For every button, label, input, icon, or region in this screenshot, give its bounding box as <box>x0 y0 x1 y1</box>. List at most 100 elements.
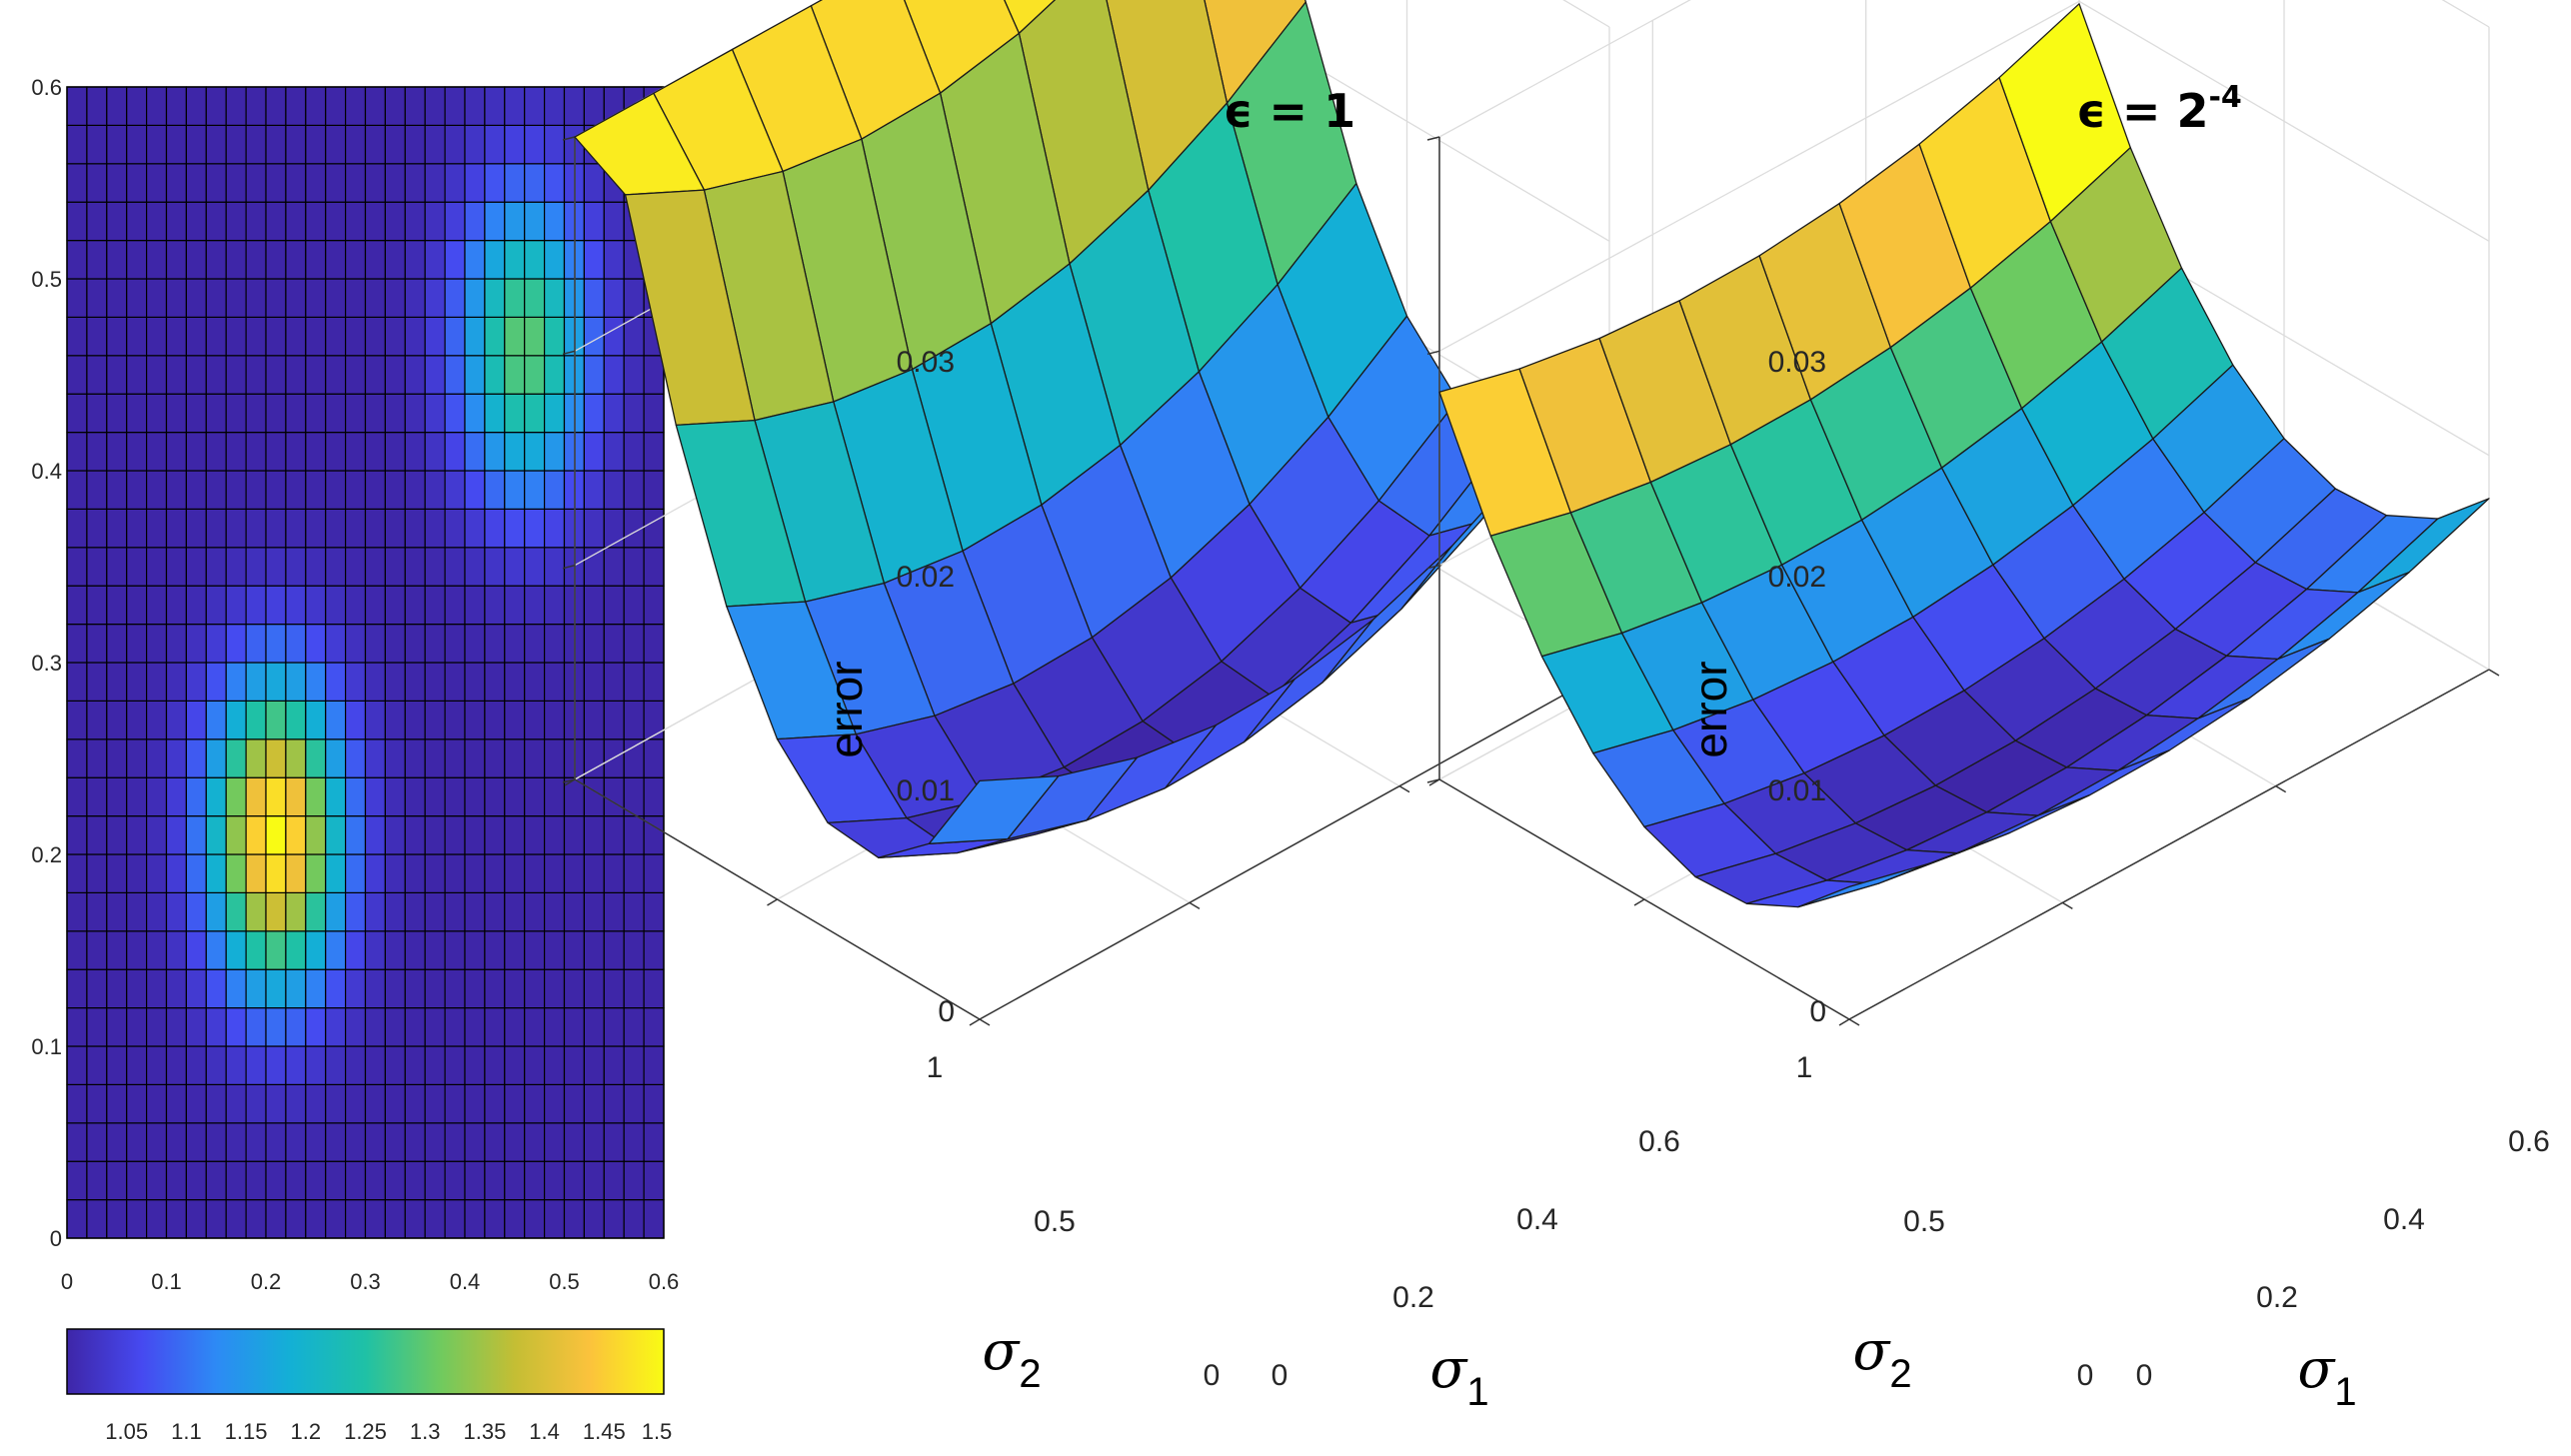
x-axis-line <box>1848 669 2490 1020</box>
heatmap-cell <box>484 393 506 434</box>
heatmap-cell <box>225 891 247 932</box>
heatmap-cell <box>384 86 406 127</box>
heatmap-cell <box>603 1160 625 1201</box>
heatmap-cell <box>305 814 327 855</box>
heatmap-cell <box>504 930 526 970</box>
heatmap-cell <box>205 240 227 280</box>
surface-patch <box>1004 0 1057 35</box>
heatmap-cell <box>285 201 307 242</box>
heatmap-cell <box>165 585 187 626</box>
heatmap-cell <box>504 1122 526 1162</box>
heatmap-cell <box>444 1160 466 1201</box>
colorbar <box>66 1328 665 1395</box>
heatmap-cell <box>345 1006 367 1047</box>
heatmap-cell <box>484 355 506 395</box>
heatmap-cell <box>86 700 108 740</box>
heatmap-cell <box>86 585 108 626</box>
heatmap-cell <box>603 738 625 778</box>
heatmap-cell <box>106 432 128 472</box>
heatmap-cell <box>563 1006 585 1047</box>
heatmap-cell <box>504 700 526 740</box>
x-tick-mark <box>2061 901 2073 909</box>
heatmap-cell <box>325 853 347 894</box>
heatmap-cell <box>165 662 187 703</box>
heatmap-cell <box>384 1160 406 1201</box>
heatmap-cell <box>66 968 88 1009</box>
heatmap-cell <box>464 547 486 587</box>
heatmap-cell <box>165 891 187 932</box>
z-tick-mark <box>562 350 576 356</box>
colorbar-tick: 1.2 <box>291 1419 322 1444</box>
heatmap-cell <box>265 891 287 932</box>
heatmap-cell <box>106 738 128 778</box>
heatmap-cell <box>86 776 108 817</box>
heatmap-cell <box>384 814 406 855</box>
heatmap-cell <box>603 547 625 587</box>
heatmap-cell <box>205 432 227 472</box>
heatmap-cell <box>146 930 168 970</box>
heatmap-cell <box>444 1122 466 1162</box>
heatmap-cell <box>424 1045 446 1086</box>
heatmap-cell <box>504 508 526 549</box>
heatmap-cell <box>225 547 247 587</box>
heatmap-cell <box>165 547 187 587</box>
heatmap-y-tick: 0 <box>50 1226 62 1251</box>
heatmap-cell <box>583 623 605 664</box>
wall-grid-line <box>2078 0 2490 242</box>
heatmap-cell <box>543 1006 566 1047</box>
heatmap-cell <box>524 240 546 280</box>
heatmap-cell <box>583 393 605 434</box>
heatmap-cell <box>146 776 168 817</box>
heatmap-cell <box>106 470 128 511</box>
heatmap-cell <box>165 968 187 1009</box>
heatmap-cell <box>205 623 227 664</box>
heatmap-cell <box>384 738 406 778</box>
heatmap-cell <box>225 1160 247 1201</box>
heatmap-cell <box>424 86 446 127</box>
heatmap-cell <box>543 814 566 855</box>
heatmap-cell <box>364 891 386 932</box>
x-tick-mark <box>1189 901 1201 909</box>
heatmap-y-tick: 0.3 <box>31 651 62 676</box>
heatmap-cell <box>185 853 207 894</box>
heatmap-cell <box>364 738 386 778</box>
heatmap-x-tick: 0 <box>61 1269 73 1294</box>
heatmap-cell <box>185 470 207 511</box>
heatmap-cell <box>205 814 227 855</box>
z-tick-mark <box>1426 350 1440 356</box>
heatmap-cell <box>225 738 247 778</box>
heatmap-cell <box>643 891 665 932</box>
heatmap-cell <box>464 891 486 932</box>
heatmap-cell <box>583 432 605 472</box>
heatmap-cell <box>165 1045 187 1086</box>
heatmap-cell <box>245 355 267 395</box>
heatmap-cell <box>364 968 386 1009</box>
heatmap-cell <box>484 432 506 472</box>
heatmap-cell <box>543 930 566 970</box>
heatmap-cell <box>106 968 128 1009</box>
heatmap-cell <box>86 316 108 357</box>
heatmap-cell <box>563 814 585 855</box>
surface-z-tick: 0.02 <box>897 561 955 594</box>
heatmap-cell <box>165 278 187 319</box>
heatmap-cell <box>384 163 406 203</box>
heatmap-cell <box>643 853 665 894</box>
heatmap-cell <box>583 1006 605 1047</box>
colorbar-tick: 1.45 <box>583 1419 626 1444</box>
wall-grid-line <box>1438 0 2080 352</box>
heatmap-cell <box>524 930 546 970</box>
heatmap-cell <box>285 163 307 203</box>
heatmap-cell <box>185 662 207 703</box>
heatmap-cell <box>185 930 207 970</box>
heatmap-cell <box>583 240 605 280</box>
heatmap-cell <box>126 240 148 280</box>
heatmap-cell <box>285 853 307 894</box>
heatmap-cell <box>583 163 605 203</box>
heatmap-cell <box>384 776 406 817</box>
heatmap-cell <box>563 930 585 970</box>
surface-x-tick: 0 <box>2136 1359 2153 1392</box>
heatmap-cell <box>404 393 426 434</box>
heatmap-cell <box>325 278 347 319</box>
heatmap-cell <box>305 86 327 127</box>
heatmap-cell <box>305 1006 327 1047</box>
